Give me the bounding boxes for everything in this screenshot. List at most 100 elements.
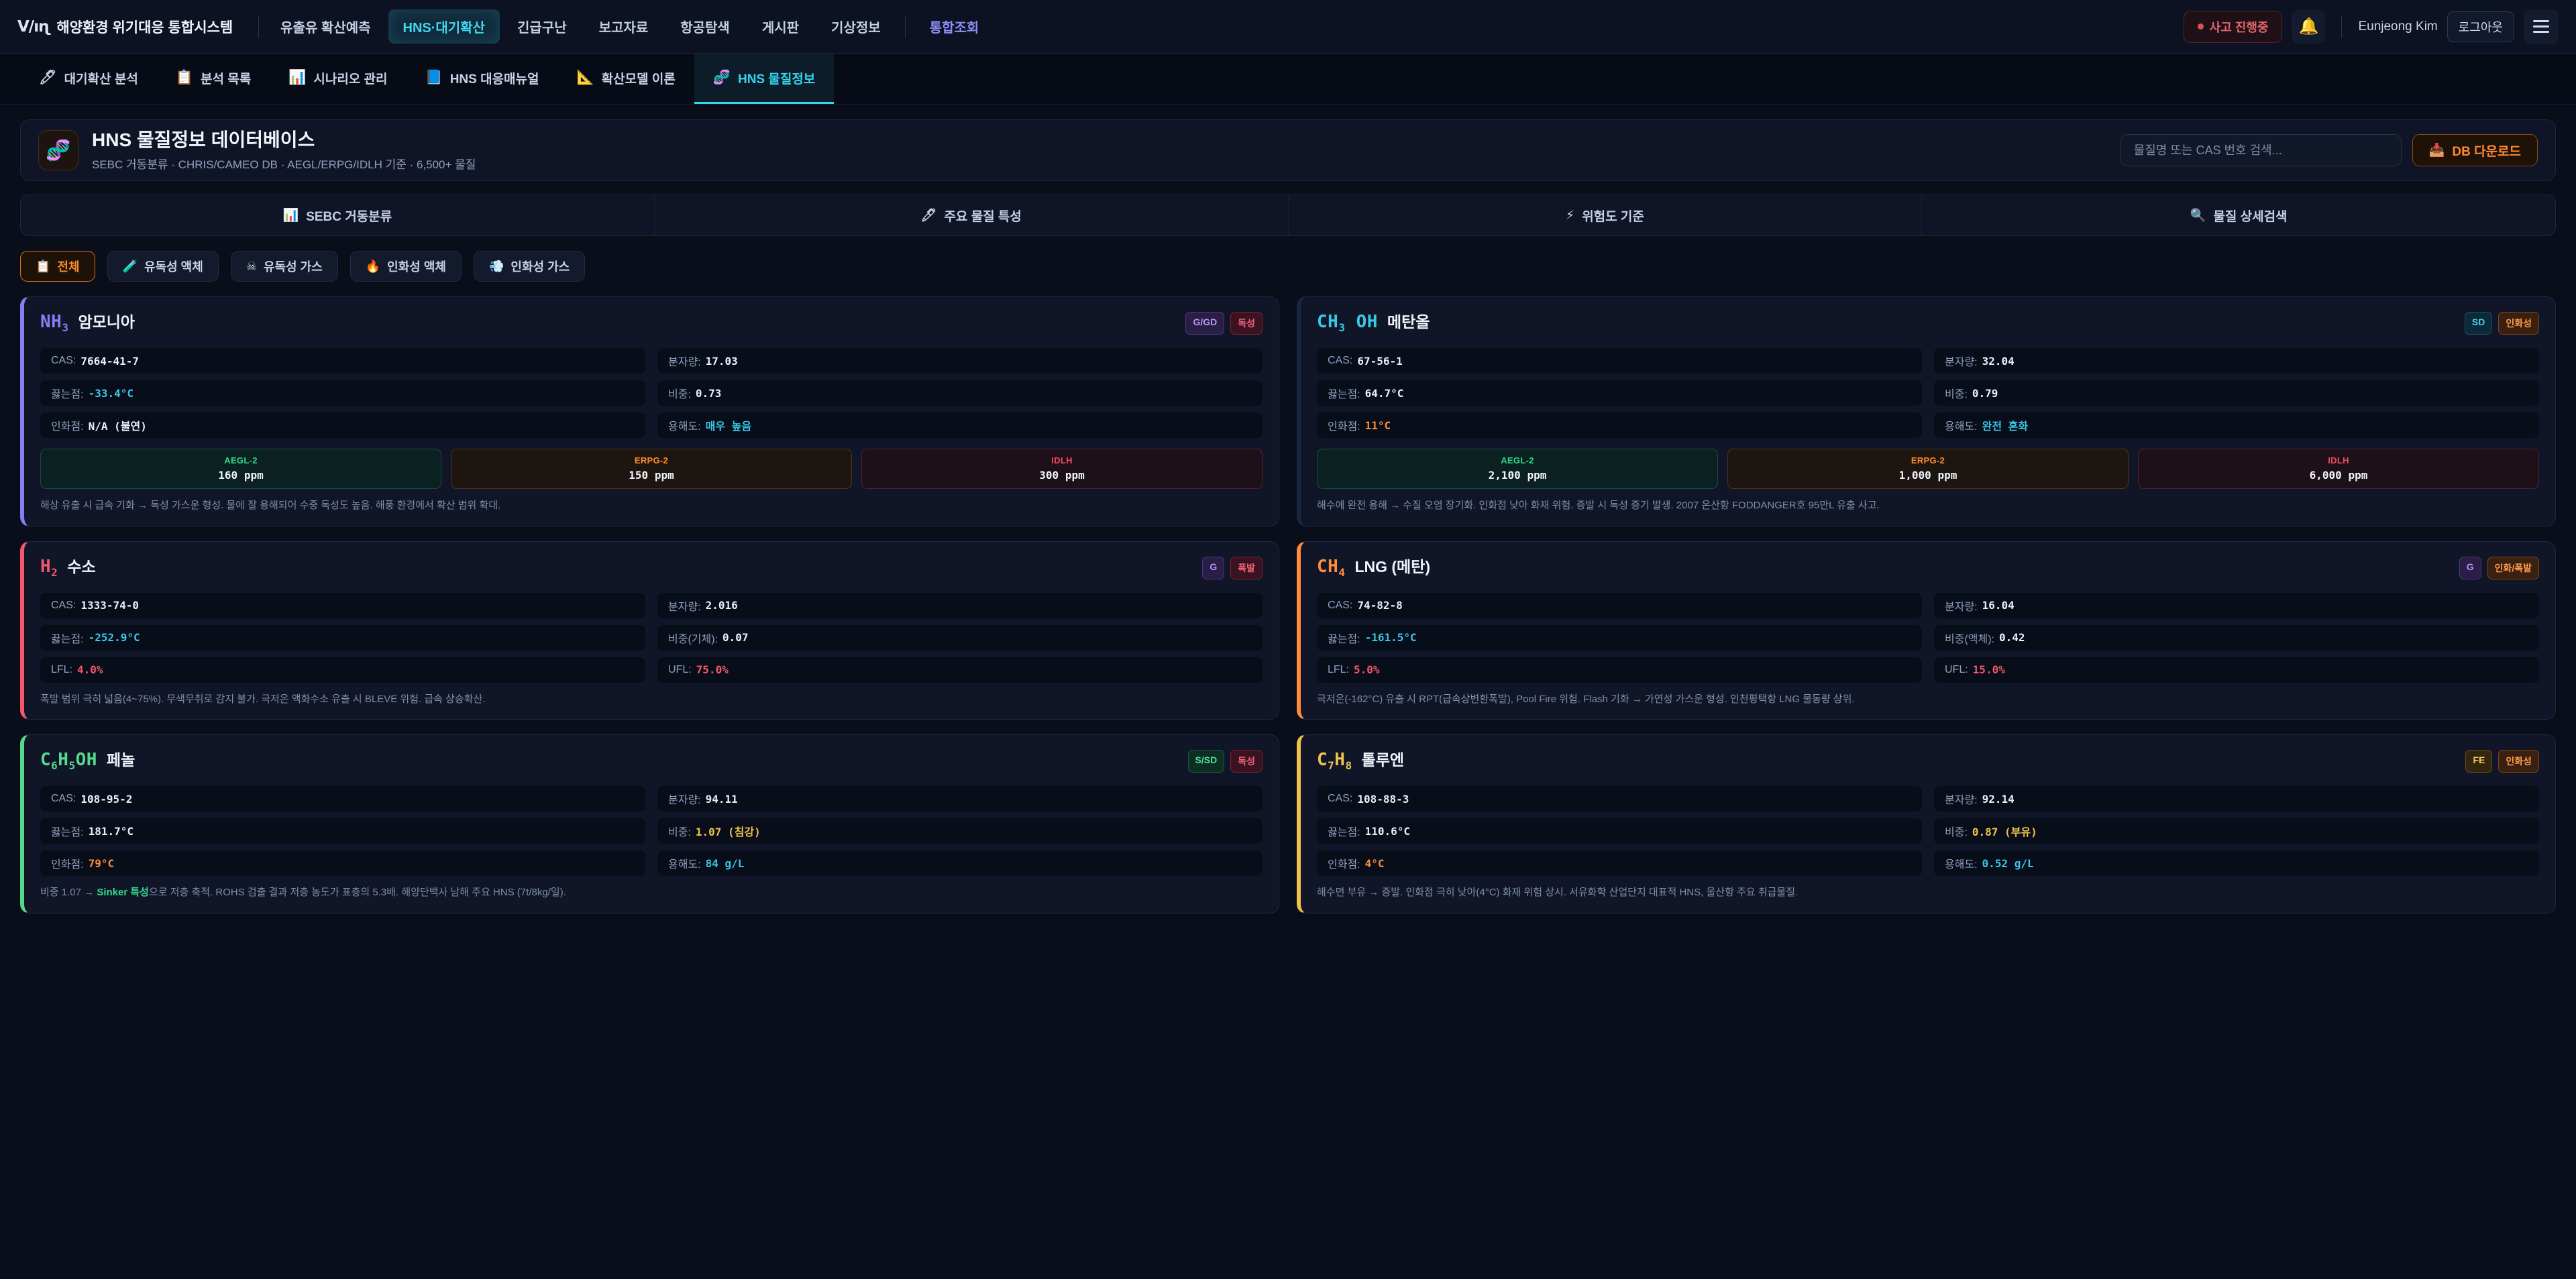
property-row: 분자량: 94.11 xyxy=(657,786,1263,812)
property-key: 용해도: xyxy=(1945,859,1978,871)
page-subtitle: SEBC 거동분류 · CHRIS/CAMEO DB · AEGL/ERPG/I… xyxy=(92,158,476,172)
substance-note: 해수에 완전 용해 → 수질 오염 장기화. 인화점 낮아 화재 위험. 증발 … xyxy=(1317,500,1880,511)
property-key: LFL: xyxy=(51,663,73,675)
property-value: 완전 혼화 xyxy=(1982,420,2029,433)
substance-search-box[interactable] xyxy=(2119,134,2402,166)
filter-chip-row: 📋 전체 🧪 유독성 액체 ☠ 유독성 가스 🔥 인화성 액체 💨 인화성 가스 xyxy=(20,251,2556,282)
property-key: 용해도: xyxy=(668,421,701,433)
filter-chip-1[interactable]: 🧪 유독성 액체 xyxy=(107,251,219,282)
chemical-formula: C7H8 xyxy=(1317,750,1352,773)
nav-item-7[interactable]: 통합조회 xyxy=(929,21,979,36)
filter-chip-label: 인화성 가스 xyxy=(511,260,570,274)
property-key: CAS: xyxy=(51,599,76,611)
exposure-limit-value: 6,000 ppm xyxy=(2309,469,2368,482)
nav-divider xyxy=(258,15,260,38)
property-value: 110.6°C xyxy=(1364,824,1411,838)
status-badge: 인화성 xyxy=(2498,312,2539,335)
status-badge: 독성 xyxy=(1230,312,1263,335)
property-key: 비중: xyxy=(668,827,691,838)
filter-chip-4[interactable]: 💨 인화성 가스 xyxy=(473,251,586,282)
subtab-3[interactable]: 📘 HNS 대응매뉴얼 xyxy=(407,54,558,104)
property-key: 끓는점: xyxy=(1328,389,1360,400)
property-key: 분자량: xyxy=(1945,357,1978,368)
exposure-limit-group: AEGL-2 160 ppm ERPG-2 150 ppm IDLH 300 ppm xyxy=(40,449,1263,489)
property-value: 0.07 xyxy=(722,631,749,644)
section-tab-1[interactable]: 🖊 주요 물질 특성 xyxy=(653,195,1288,235)
hamburger-menu-button[interactable] xyxy=(2524,9,2559,44)
chemical-formula: C6H5OH xyxy=(40,750,97,773)
nav-item-4[interactable]: 항공탐색 xyxy=(680,21,730,36)
property-key: 인화점: xyxy=(1328,859,1360,871)
property-key: CAS: xyxy=(1328,599,1353,611)
exposure-limit-value: 300 ppm xyxy=(1039,469,1085,482)
logout-button[interactable]: 로그아웃 xyxy=(2447,11,2514,42)
nav-item-5[interactable]: 게시판 xyxy=(761,21,800,36)
property-key: 분자량: xyxy=(668,357,701,368)
property-value: -252.9°C xyxy=(88,631,140,644)
filter-chip-2[interactable]: ☠ 유독성 가스 xyxy=(230,251,338,282)
exposure-limit-group: AEGL-2 2,100 ppm ERPG-2 1,000 ppm IDLH 6,000 … xyxy=(1317,449,2539,489)
card-header: CH3 OH 메탄올 SD 인화성 xyxy=(1317,312,2539,335)
property-key: LFL: xyxy=(1328,663,1350,675)
property-row: CAS: 74-82-8 xyxy=(1317,592,1922,618)
property-row: 용해도: 0.52 g/L xyxy=(1934,850,2539,876)
nav-item-2[interactable]: 긴급구난 xyxy=(517,21,567,36)
subtab-0[interactable]: 🖊 대기확산 분석 xyxy=(20,54,157,104)
subtab-1[interactable]: 📋 분석 목록 xyxy=(157,54,270,104)
property-row: 분자량: 32.04 xyxy=(1934,348,2539,374)
exposure-limit-value: 150 ppm xyxy=(629,469,674,482)
substance-card[interactable]: CH4 LNG (메탄) G 인화/폭발 CAS: 74-82-8 분자량: 16.04 끓는점… xyxy=(1297,541,2556,720)
substance-card[interactable]: CH3 OH 메탄올 SD 인화성 CAS: 67-56-1 분자량: 32.04 끓는점: 64… xyxy=(1297,296,2556,526)
status-badge: FE xyxy=(2465,750,2493,773)
filter-chip-3[interactable]: 🔥 인화성 액체 xyxy=(350,251,462,282)
property-row: 끓는점: -161.5°C xyxy=(1317,624,1922,651)
bell-icon: 🔔 xyxy=(2298,17,2319,36)
section-tab-0[interactable]: 📊 SEBC 거동분류 xyxy=(21,195,654,235)
substance-card[interactable]: NH3 암모니아 G/GD 독성 CAS: 7664-41-7 분자량: 17.03 끓는점: -… xyxy=(20,296,1279,526)
subtab-2[interactable]: 📊 시나리오 관리 xyxy=(270,54,406,104)
exposure-limit-key: ERPG-2 xyxy=(1911,455,1945,465)
substance-note: 극저온(-162°C) 유출 시 RPT(급속상변환폭발), Pool Fire… xyxy=(1317,693,1855,705)
substance-card[interactable]: C6H5OH 페놀 S/SD 독성 CAS: 108-95-2 분자량: 94.11 끓는점: 1… xyxy=(20,734,1279,913)
property-key: 분자량: xyxy=(668,795,701,806)
section-tab-2[interactable]: ⚡ 위험도 기준 xyxy=(1287,195,1922,235)
chemical-formula: CH3 OH xyxy=(1317,312,1378,335)
filter-chip-icon: 💨 xyxy=(488,259,504,273)
nav-item-3[interactable]: 보고자료 xyxy=(598,21,649,36)
subtab-label: 시나리오 관리 xyxy=(313,72,388,87)
property-value: 108-88-3 xyxy=(1357,792,1409,805)
section-tab-3[interactable]: 🔍 물질 상세검색 xyxy=(1921,195,2555,235)
page-header-text: HNS 물질정보 데이터베이스 SEBC 거동분류 · CHRIS/CAMEO … xyxy=(92,129,476,172)
section-tab-label: SEBC 거동분류 xyxy=(306,209,392,224)
brand-logo[interactable]: V/ıɳ 해양환경 위기대응 통합시스템 xyxy=(17,17,252,37)
nav-item-0[interactable]: 유출유 확산예측 xyxy=(280,21,371,36)
property-row: 분자량: 2.016 xyxy=(657,592,1263,618)
subtab-5[interactable]: 🧬 HNS 물질정보 xyxy=(694,54,835,104)
substance-card[interactable]: C7H8 톨루엔 FE 인화성 CAS: 108-88-3 분자량: 92.14 끓는점: 110… xyxy=(1297,734,2556,913)
property-row: 비중(기체): 0.07 xyxy=(657,624,1263,651)
filter-chip-0[interactable]: 📋 전체 xyxy=(20,251,95,282)
search-input[interactable] xyxy=(2133,143,2387,158)
property-key: 끓는점: xyxy=(51,633,84,645)
nav-item-6[interactable]: 기상정보 xyxy=(831,21,881,36)
subtab-4[interactable]: 📐 확산모델 이론 xyxy=(557,54,694,104)
page-header-actions: 📥 DB 다운로드 xyxy=(2119,134,2538,166)
substance-card[interactable]: H2 수소 G 폭발 CAS: 1333-74-0 분자량: 2.016 끓는점: -252.9°… xyxy=(20,541,1279,720)
filter-chip-icon: 🔥 xyxy=(365,259,381,273)
db-download-button[interactable]: 📥 DB 다운로드 xyxy=(2412,134,2538,166)
tag-group: SD 인화성 xyxy=(2464,312,2539,335)
property-value: 17.03 xyxy=(705,354,738,368)
nav-item-1[interactable]: HNS·대기확산 xyxy=(388,9,500,44)
property-value: N/A (불연) xyxy=(88,420,147,433)
property-row: 분자량: 16.04 xyxy=(1934,592,2539,618)
property-value: -161.5°C xyxy=(1364,631,1417,644)
property-row: 인화점: 4°C xyxy=(1317,850,1922,876)
notification-bell-button[interactable]: 🔔 xyxy=(2292,9,2326,44)
property-value: 2.016 xyxy=(705,599,738,612)
nav-divider-3 xyxy=(904,15,906,38)
property-value: 0.42 xyxy=(1998,631,2025,644)
property-key: 끓는점: xyxy=(1328,633,1360,645)
property-key: CAS: xyxy=(51,355,76,366)
incident-status-badge[interactable]: 사고 진행중 xyxy=(2183,10,2283,43)
hamburger-line-icon xyxy=(2533,31,2549,33)
